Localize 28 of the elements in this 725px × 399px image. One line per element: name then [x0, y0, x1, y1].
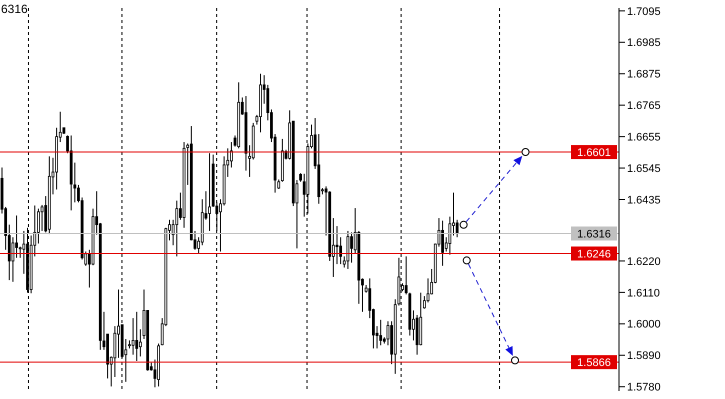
candlestick: [15, 215, 18, 258]
y-tick-label: 1.7095: [627, 6, 661, 18]
candlestick: [379, 319, 382, 346]
y-tick-label: 1.6000: [627, 318, 661, 331]
y-tick-label: 1.6110: [627, 287, 660, 300]
candlestick: [336, 226, 338, 265]
candlestick: [135, 311, 138, 362]
candlestick: [441, 220, 444, 266]
ref-line-label: 1.6316: [577, 228, 611, 241]
y-tick-label: 1.6985: [627, 37, 661, 50]
candlestick: [404, 256, 408, 295]
candlestick: [350, 232, 353, 264]
y-tick-label: 1.6220: [627, 256, 661, 268]
candlestick: [73, 162, 76, 203]
y-tick-label: 1.6435: [627, 194, 661, 206]
y-tick-label: 1.5780: [627, 382, 661, 394]
ref-line-label: 1.6246: [577, 248, 611, 261]
candlestick: [175, 200, 178, 257]
y-tick-label: 1.6765: [627, 100, 661, 112]
candlestick: [208, 152, 211, 232]
annotation: 6316: [1, 2, 28, 16]
y-tick-label: 1.5890: [627, 350, 661, 362]
y-tick-label: 1.6545: [627, 162, 661, 175]
y-tick-label: 1.6875: [627, 68, 661, 81]
ref-line-label: 1.5866: [577, 357, 611, 370]
y-tick-label: 1.6655: [627, 132, 661, 144]
ref-line-label: 1.6601: [577, 147, 611, 160]
candlestick: [132, 318, 134, 356]
